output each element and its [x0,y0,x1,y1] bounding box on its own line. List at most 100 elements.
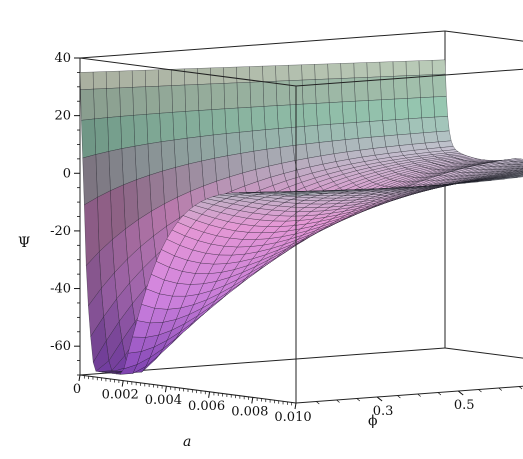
surface-patch [318,140,335,157]
x-tick [294,402,297,410]
surface-patch [314,63,329,80]
surface-patch [223,66,238,84]
surface-patch [354,100,370,123]
z-tick-label: 0 [63,166,71,181]
surface-patch [317,124,333,143]
surface-patch [288,193,310,197]
y-axis-title: ϕ [368,413,378,429]
y-minor-tick [437,392,442,396]
surface-patch [134,143,150,181]
surface-patch [328,101,344,125]
surface-mesh [79,59,523,375]
surface-patch [81,118,97,159]
x-axis-title: a [183,434,191,450]
surface-patch [367,99,383,122]
z-tick-label: -60 [50,339,71,354]
surface-patch [240,150,256,174]
surface-patch [292,143,309,161]
box-edge [444,347,523,359]
surface-patch [249,81,265,108]
surface-patch [185,110,201,139]
surface-patch [144,69,159,87]
surface-patch [291,126,307,146]
surface-patch [171,84,186,113]
surface-patch [184,68,199,86]
surface-patch [95,151,111,198]
surface-patch [198,109,214,137]
surface-patch [121,145,137,186]
surface-patch [250,106,266,132]
surface-patch [370,135,387,149]
surface-patch [418,60,433,76]
surface-patch [251,129,268,152]
surface-patch [301,64,316,81]
surface-patch [409,132,426,145]
box-edge [79,57,297,87]
surface-patch [314,78,330,104]
surface-patch [264,128,281,150]
surface-patch [408,117,424,135]
surface-patch [160,139,176,172]
surface-patch [79,71,94,90]
surface-patch [343,122,359,140]
surface-patch [383,134,400,148]
surface-patch [406,74,421,99]
surface-patch [223,82,239,110]
surface-patch [357,136,374,151]
surface-patch [211,108,227,136]
surface-patch [405,60,420,76]
surface-patch [225,132,242,156]
surface-patch [266,147,282,167]
surface-patch [92,71,107,90]
x-tick [164,386,167,393]
surface-patch [394,98,409,120]
x-tick [121,380,124,387]
surface-patch [278,127,294,148]
surface-patch [423,131,439,144]
y-tick-label: 0.3 [373,404,394,419]
surface-patch [302,103,318,127]
surface-patch [212,133,228,159]
surface-patch [172,111,188,141]
surface-patch [275,64,290,82]
surface-patch [289,103,305,128]
surface-patch [262,65,277,82]
box-edge [295,68,523,87]
surface-patch [279,145,296,164]
x-tick-label: 0.006 [188,399,225,414]
surface-patch [436,130,452,143]
surface-patch [396,133,413,146]
surface-patch [119,87,134,117]
surface-patch [94,117,110,155]
surface-patch [288,64,303,81]
surface-patch [263,105,279,130]
surface-patch [305,142,322,159]
surface-patch [420,96,435,119]
surface-patch [276,104,292,129]
surface-patch [147,141,163,176]
y-minor-tick [376,396,381,400]
surface-patch [315,102,331,126]
y-minor-tick [478,389,482,393]
surface-patch [184,84,200,112]
surface-patch [393,75,408,100]
surface-patch [186,136,202,165]
surface-patch [434,116,450,133]
surface-patch [224,107,240,134]
surface-patch [421,116,437,134]
surface-patch [382,119,398,137]
surface-patch [369,120,385,138]
surface-patch [379,61,394,78]
x-tick-label: 0.004 [145,393,182,408]
surface-patch [82,154,98,206]
y-minor-tick [336,399,340,403]
y-minor-tick [417,393,421,397]
surface-patch [118,70,133,89]
surface-patch [330,123,346,142]
y-minor-tick [457,390,462,394]
surface-patch [146,113,162,145]
x-tick-label: 0.002 [102,388,139,403]
axes: 40 20 0 -20 -40 -60 0 0.002 0.004 0.006 0.008 0.010… [50,51,523,425]
y-minor-tick [316,401,320,405]
y-minor-tick [397,395,401,399]
